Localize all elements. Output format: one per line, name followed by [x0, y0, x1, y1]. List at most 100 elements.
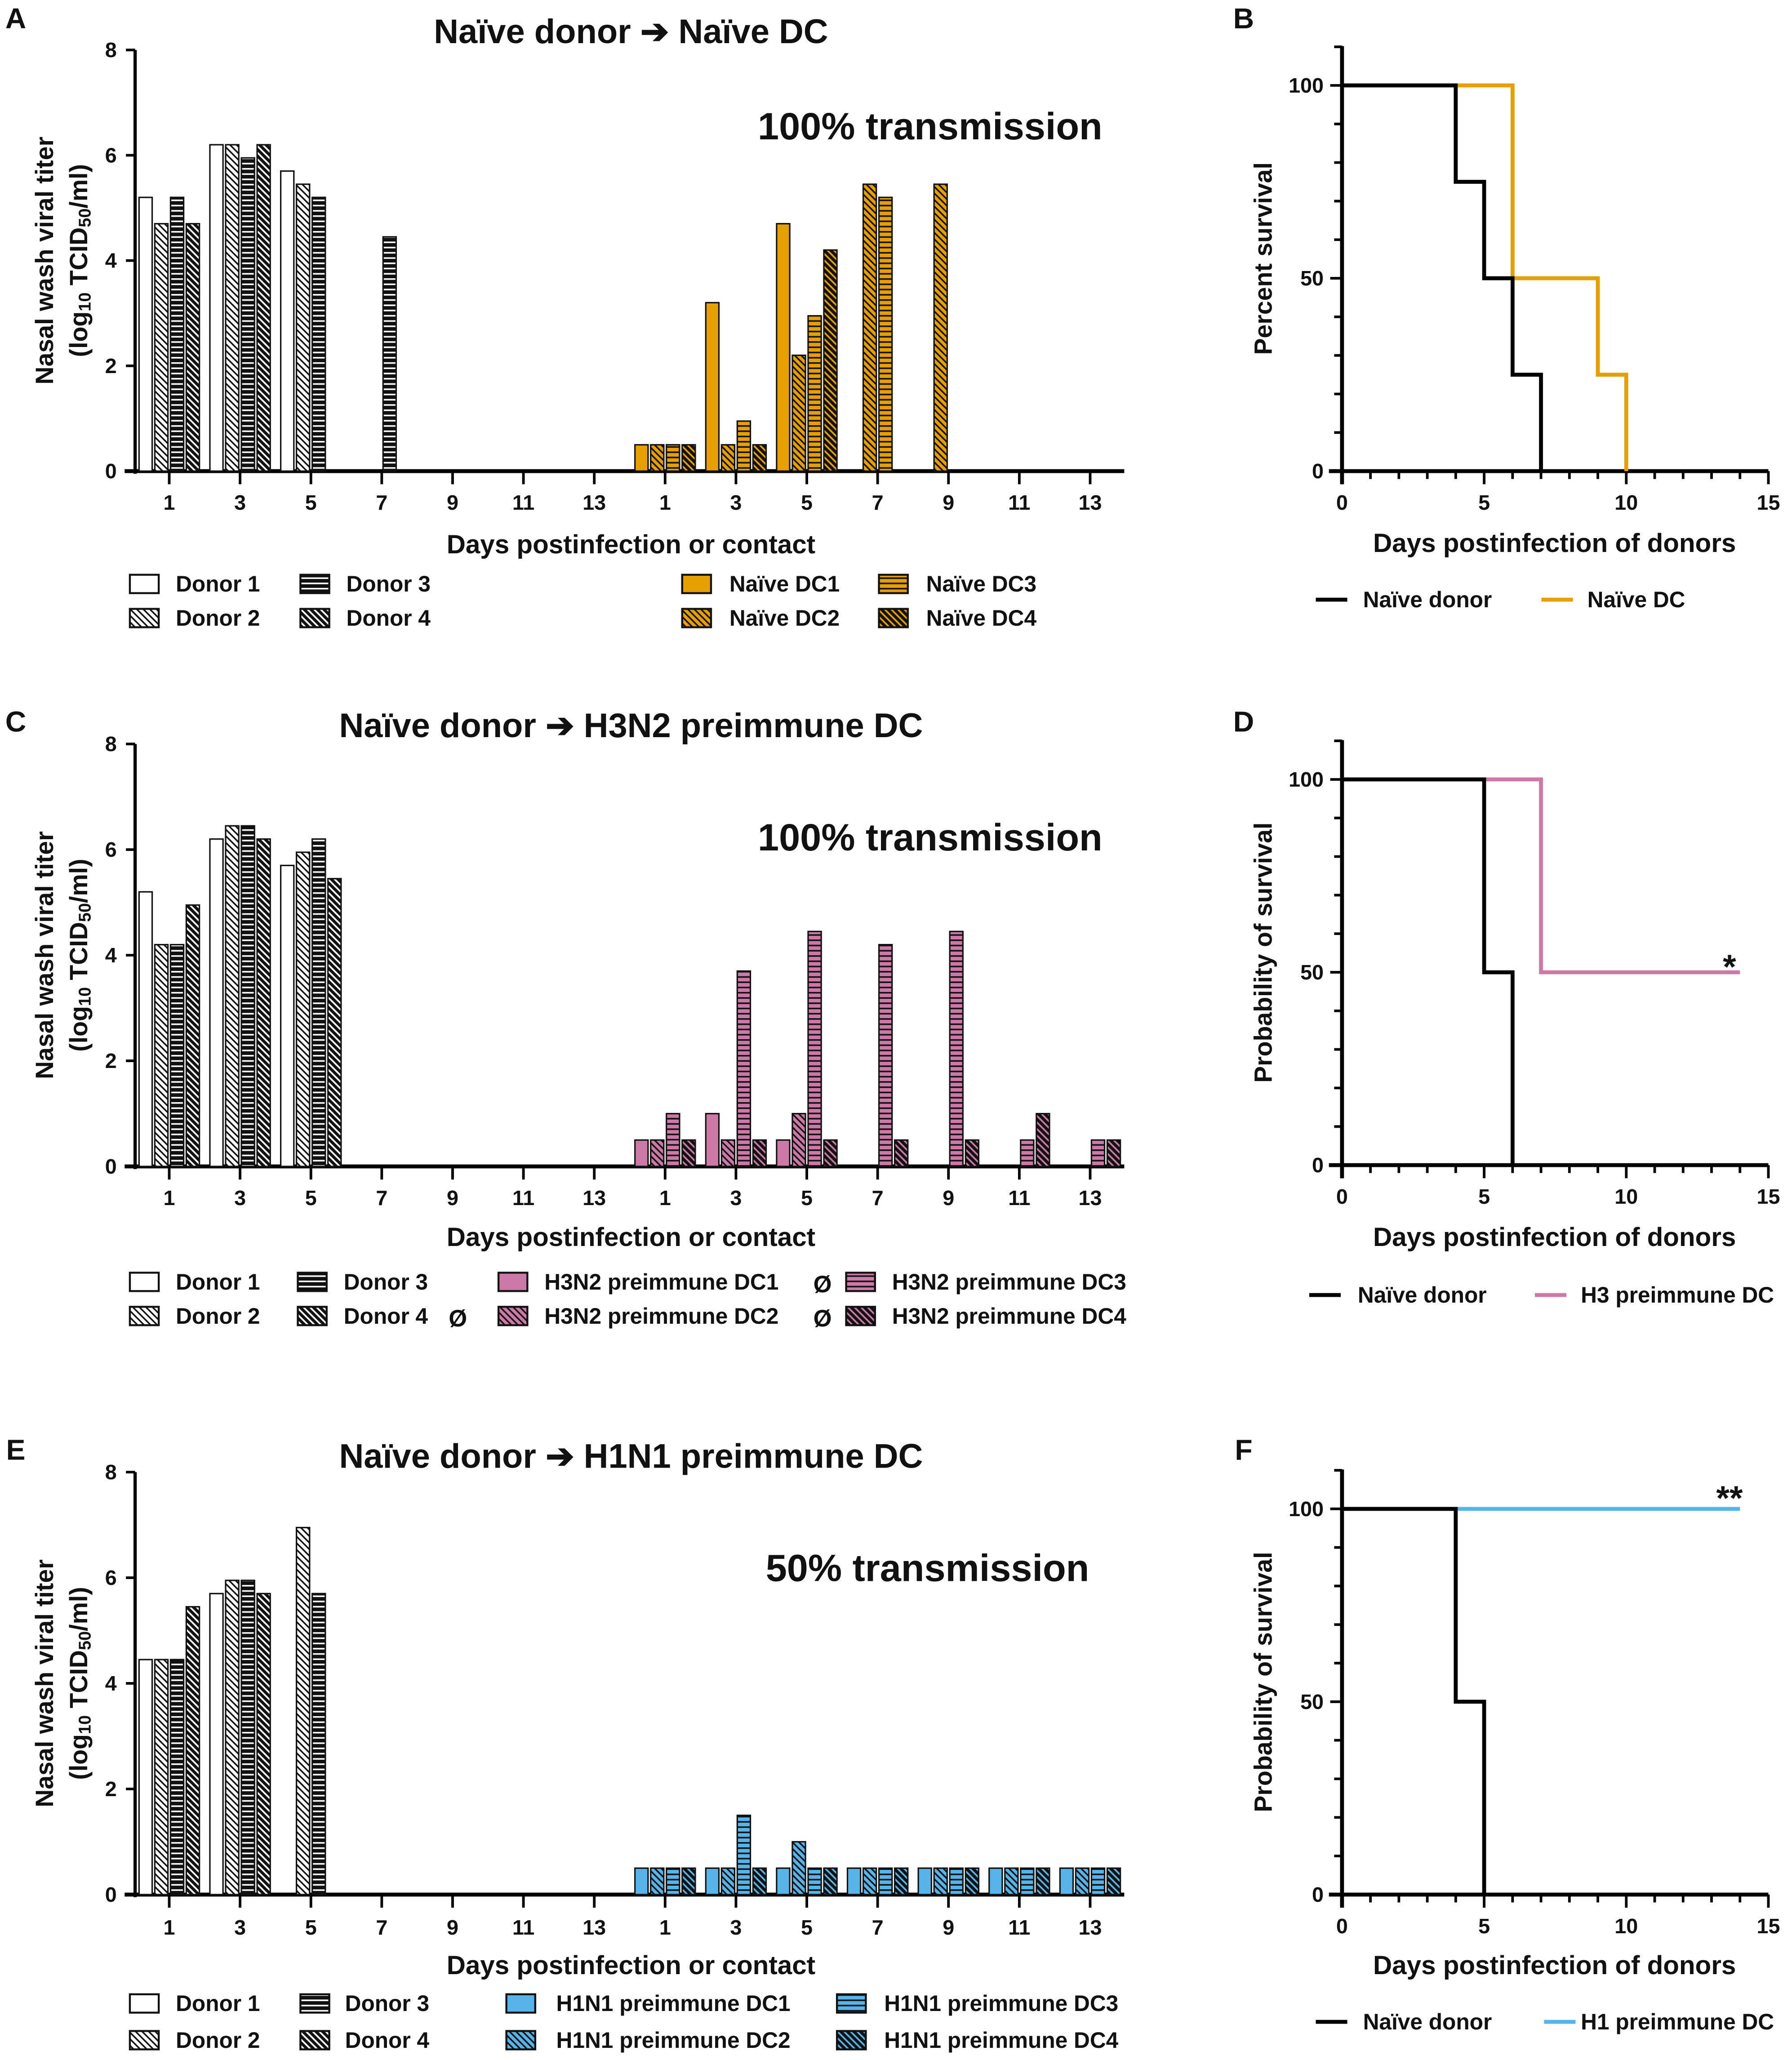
label-part: TCID: [65, 922, 93, 987]
donor-bar: [296, 851, 311, 1167]
subscript: 50: [76, 903, 95, 922]
y-axis-label-units: (log10 TCID50/ml): [65, 859, 95, 1051]
x-tick-label: 3: [730, 1186, 742, 1210]
donor-bar: [138, 891, 153, 1167]
legend-label: Donor 4: [347, 605, 431, 631]
y-tick-label: 8: [105, 1460, 117, 1484]
dc-bar: [965, 1139, 979, 1167]
legend-label: Donor 3: [344, 1269, 428, 1295]
panel-d-survival-chart: D Probability of survival 0 50 100 0 5 10 15 Days…: [1233, 706, 1780, 1308]
panel-e-bar-chart: E Naïve donor ➔ H1N1 preimmune DC 50% tran…: [6, 1433, 1125, 2053]
x-tick-label: 5: [305, 491, 317, 514]
dc-bar: [634, 1867, 649, 1895]
y-tick-label: 100: [1289, 1497, 1324, 1521]
x-tick-label: 3: [730, 491, 742, 514]
legend-label: H3N2 preimmune DC1: [544, 1269, 778, 1295]
x-axis-label: Days postinfection or contact: [447, 1223, 815, 1252]
x-tick-label: 13: [583, 1186, 606, 1210]
subscript: 10: [76, 987, 95, 1006]
dc-bar: [862, 1867, 877, 1895]
y-axis-label: Nasal wash viral titer: [31, 1559, 58, 1807]
donor-bar: [256, 144, 271, 472]
legend-label: H3N2 preimmune DC4: [892, 1304, 1126, 1329]
dc-bar: [752, 444, 767, 472]
subscript: 10: [76, 293, 95, 311]
donor-bar: [296, 183, 311, 472]
donor-bar: [327, 878, 342, 1167]
dc-bar: [650, 1867, 665, 1895]
dc-bar: [650, 1139, 665, 1167]
y-tick-label: 4: [105, 1672, 117, 1695]
donor-bar: [225, 144, 240, 472]
transmission-annotation: 50% transmission: [766, 1547, 1089, 1589]
x-tick-label: 10: [1614, 491, 1638, 514]
legend-label: Donor 1: [176, 1269, 260, 1295]
legend-label: Donor 2: [176, 605, 260, 631]
x-tick-label: 9: [943, 1186, 954, 1210]
y-axis-label-units: (log10 TCID50/ml): [65, 164, 95, 357]
dc-bar: [846, 1867, 862, 1895]
panel-letter: A: [5, 2, 26, 35]
y-tick-label: 50: [1300, 961, 1324, 984]
x-tick-label: 7: [872, 1186, 884, 1210]
y-tick-label: 100: [1289, 74, 1324, 97]
donor-bar: [169, 1659, 185, 1895]
dc-bar: [807, 315, 822, 472]
dc-bar: [720, 444, 736, 472]
x-tick-label: 1: [659, 1916, 671, 1939]
transmission-annotation: 100% transmission: [758, 105, 1103, 147]
legend-label: Naïve DC4: [926, 605, 1037, 631]
dc-bar: [965, 1867, 979, 1895]
donor-bar: [138, 1659, 153, 1895]
dc-bar: [736, 970, 751, 1167]
dc-bar: [933, 183, 948, 472]
dc-bar: [1036, 1867, 1050, 1895]
survival-curve: [1342, 83, 1628, 472]
y-tick-label: 2: [105, 354, 117, 378]
x-tick-label: 5: [1478, 491, 1490, 514]
x-tick-label: 7: [872, 1916, 884, 1939]
x-tick-label: 7: [376, 1916, 387, 1939]
x-tick-label: 5: [305, 1916, 317, 1939]
legend-swatch: [505, 1993, 537, 2014]
donor-bar: [240, 825, 255, 1167]
donor-bar: [240, 1579, 255, 1895]
transmission-annotation: 100% transmission: [758, 816, 1103, 859]
dc-bar: [894, 1867, 909, 1895]
chart-title: Naïve donor ➔ H3N2 preimmune DC: [339, 707, 923, 745]
legend-swatch: [129, 1993, 160, 2014]
donor-bar: [209, 838, 224, 1167]
legend-swatch: [129, 1272, 160, 1292]
x-tick-label: 1: [659, 1186, 671, 1210]
x-tick-label: 13: [583, 491, 606, 514]
dc-bar: [862, 183, 877, 472]
panel-letter: C: [5, 706, 26, 738]
legend-swatch: [497, 1272, 529, 1292]
donor-bar: [311, 1593, 326, 1895]
dc-bar: [705, 302, 720, 472]
legend-label: Naïve DC2: [729, 605, 840, 631]
legend-label: Donor 3: [347, 571, 431, 596]
x-axis-label: Days postinfection of donors: [1373, 1223, 1736, 1252]
x-tick-label: 3: [234, 491, 246, 514]
chart-title: Naïve donor ➔ H1N1 preimmune DC: [339, 1437, 923, 1476]
y-tick-label: 2: [105, 1777, 117, 1801]
legend-label: H1N1 preimmune DC4: [884, 2028, 1118, 2053]
label-part: (log: [65, 1006, 93, 1052]
legend-swatch: [681, 574, 712, 594]
dc-bar: [917, 1867, 932, 1895]
legend-label: H1N1 preimmune DC1: [556, 1991, 791, 2016]
x-tick-label: 0: [1336, 1914, 1348, 1938]
dc-bar: [666, 1112, 680, 1167]
dc-bar: [705, 1112, 720, 1167]
legend-label: Donor 4: [344, 1304, 428, 1329]
x-tick-label: 3: [234, 1916, 246, 1939]
dc-bar: [776, 1867, 791, 1895]
x-tick-label: 11: [1008, 491, 1030, 514]
significance-marker: *: [1723, 948, 1736, 986]
legend-annotation-mark: Ø: [814, 1271, 832, 1298]
legend-swatch: [129, 574, 160, 594]
dc-bar: [1106, 1867, 1121, 1895]
x-tick-label: 3: [730, 1916, 742, 1939]
